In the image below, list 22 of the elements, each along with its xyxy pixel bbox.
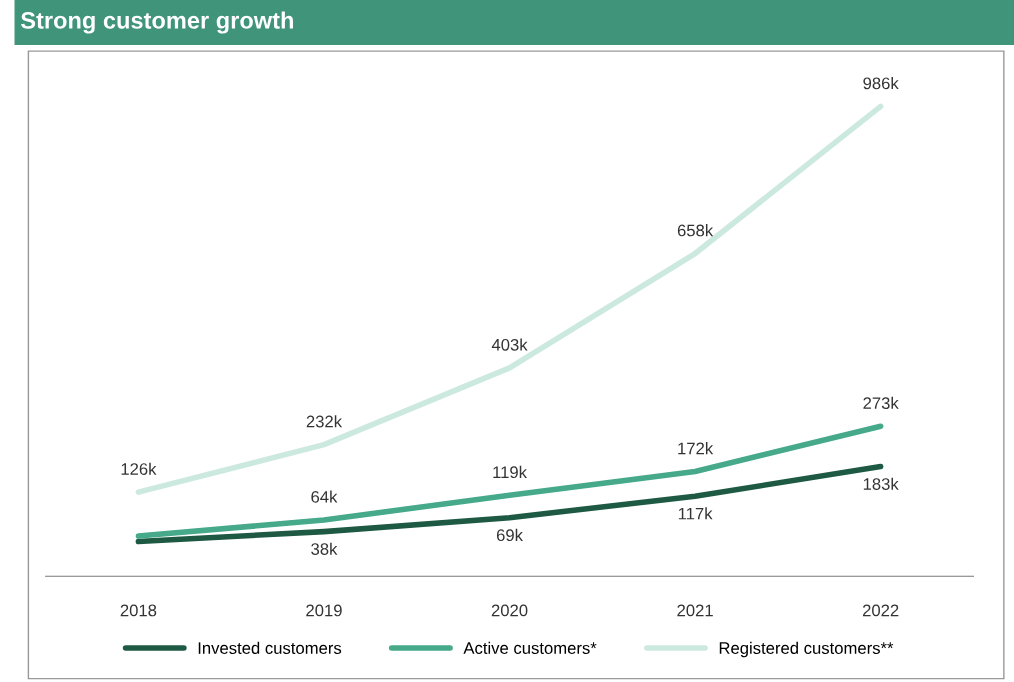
x-tick-label: 2021 [677,604,713,617]
data-label: 183k [863,477,899,490]
data-label: 658k [677,224,714,237]
legend-label: Active customers* [463,641,597,654]
data-label: 119k [493,465,528,479]
data-label: 126k [121,462,157,475]
legend-label: Registered customers** [719,641,894,658]
x-tick-label: 2022 [862,604,899,617]
data-label: 273k [863,396,899,410]
data-label: 232k [306,415,343,428]
data-label: 117k [678,507,713,520]
legend-label: Invested customers [198,641,342,654]
data-label: 986k [863,76,899,90]
data-label: 172k [678,442,714,455]
x-tick-label: 2018 [120,604,157,617]
x-tick-label: 2019 [306,604,342,617]
data-label: 69k [496,528,523,542]
data-label: 38k [311,542,338,555]
data-label: 403k [491,338,528,351]
data-label: 64k [311,490,338,503]
x-tick-label: 2020 [491,604,528,617]
chart-title: Strong customer growth [20,11,293,34]
